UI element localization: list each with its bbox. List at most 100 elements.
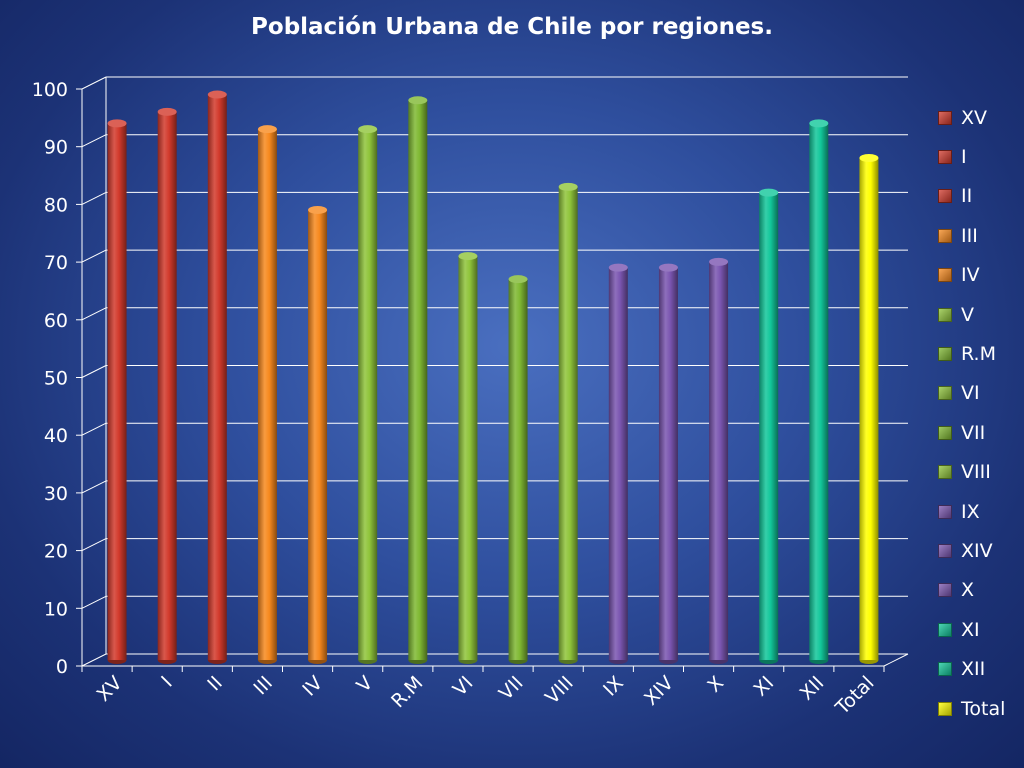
floor-edge (883, 653, 909, 667)
legend-label: XIV (961, 539, 993, 562)
legend-swatch (938, 268, 952, 283)
bars (107, 90, 879, 664)
y-tick-label: 0 (56, 656, 68, 678)
bar (257, 125, 277, 664)
legend-swatch (938, 110, 952, 125)
legend-swatch (938, 583, 952, 598)
legend-label: III (961, 224, 978, 247)
legend-swatch (938, 189, 952, 204)
legend-swatch (938, 622, 952, 637)
legend-item: VIII (938, 453, 1024, 492)
bar (709, 257, 729, 664)
bar (608, 263, 628, 664)
grid-line-depth (81, 653, 107, 667)
legend-swatch (938, 662, 952, 677)
grid-line-depth (81, 595, 107, 609)
grid-line-depth (81, 134, 107, 148)
legend-swatch (938, 228, 952, 243)
x-tick-label: X (703, 672, 728, 697)
x-tick-label: Total (831, 672, 879, 720)
bar (107, 119, 127, 664)
legend-swatch (938, 425, 952, 440)
bar (508, 275, 528, 664)
x-tick-label: IX (599, 672, 628, 701)
legend-item: XV (938, 98, 1024, 137)
x-tick-label: III (250, 672, 277, 699)
legend-item: VI (938, 374, 1024, 413)
grid-line-depth (81, 307, 107, 321)
grid-line-depth (81, 422, 107, 436)
y-tick-label: 80 (44, 194, 68, 216)
legend-label: II (961, 185, 973, 208)
legend-label: XI (961, 618, 980, 641)
legend-item: R.M (938, 334, 1024, 373)
legend-item: III (938, 216, 1024, 255)
x-tick-label: XI (749, 672, 778, 701)
legend-label: VI (961, 382, 980, 405)
x-tick-label: R.M (387, 672, 427, 712)
legend-label: Total (961, 697, 1006, 720)
bar (207, 90, 227, 664)
legend: XV I II III IV V R.M VI VII VIII IX XIV X XI XII Total (938, 98, 1024, 728)
bar (658, 263, 678, 664)
legend-item: IV (938, 256, 1024, 295)
x-tick-label: XII (796, 672, 829, 705)
grid-line-depth (81, 538, 107, 552)
legend-label: XII (961, 658, 986, 681)
bar (759, 188, 779, 664)
y-tick-label: 70 (44, 252, 68, 274)
legend-label: IV (961, 264, 980, 287)
y-tick-label: 50 (44, 368, 68, 390)
legend-item: II (938, 177, 1024, 216)
x-tick-label: VII (495, 672, 528, 705)
bar (408, 96, 428, 664)
axes (76, 77, 909, 672)
legend-label: X (961, 579, 975, 602)
bar (558, 182, 578, 664)
legend-item: VII (938, 413, 1024, 452)
x-tick-label: VI (449, 672, 478, 701)
x-tick-label: II (203, 672, 226, 695)
legend-item: I (938, 137, 1024, 176)
legend-swatch (938, 504, 952, 519)
bar (308, 205, 328, 664)
x-tick-label: IV (298, 672, 327, 701)
legend-swatch (938, 701, 952, 716)
legend-label: XV (961, 106, 988, 129)
legend-item: V (938, 295, 1024, 334)
grid-line-depth (81, 480, 107, 494)
legend-item: XIV (938, 531, 1024, 570)
x-tick-label: VIII (541, 672, 578, 709)
bar (859, 154, 879, 664)
legend-swatch (938, 307, 952, 322)
y-tick-label: 30 (44, 483, 68, 505)
grid-line-depth (81, 76, 107, 90)
legend-label: IX (961, 500, 980, 523)
x-tick-label: I (157, 672, 177, 692)
bar (458, 252, 478, 664)
legend-item: X (938, 571, 1024, 610)
chart-title: Población Urbana de Chile por regiones. (251, 14, 773, 40)
legend-label: R.M (961, 343, 996, 366)
legend-swatch (938, 465, 952, 480)
grid-line-depth (81, 191, 107, 205)
x-tick-label: XIV (640, 672, 678, 710)
y-tick-label: 40 (44, 425, 68, 447)
y-tick-label: 20 (44, 541, 68, 563)
legend-label: VII (961, 421, 986, 444)
y-tick-label: 60 (44, 310, 68, 332)
y-tick-label: 90 (44, 137, 68, 159)
grid-line-depth (81, 249, 107, 263)
legend-item: Total (938, 689, 1024, 728)
legend-swatch (938, 347, 952, 362)
grid-line-depth (81, 365, 107, 378)
legend-label: V (961, 303, 974, 326)
y-tick-label: 100 (32, 79, 68, 101)
legend-label: VIII (961, 461, 991, 484)
legend-label: I (961, 146, 967, 169)
x-tick-label: XV (93, 672, 127, 706)
grid-lines (81, 76, 908, 667)
legend-item: XII (938, 649, 1024, 688)
bar (157, 107, 177, 664)
legend-swatch (938, 386, 952, 401)
